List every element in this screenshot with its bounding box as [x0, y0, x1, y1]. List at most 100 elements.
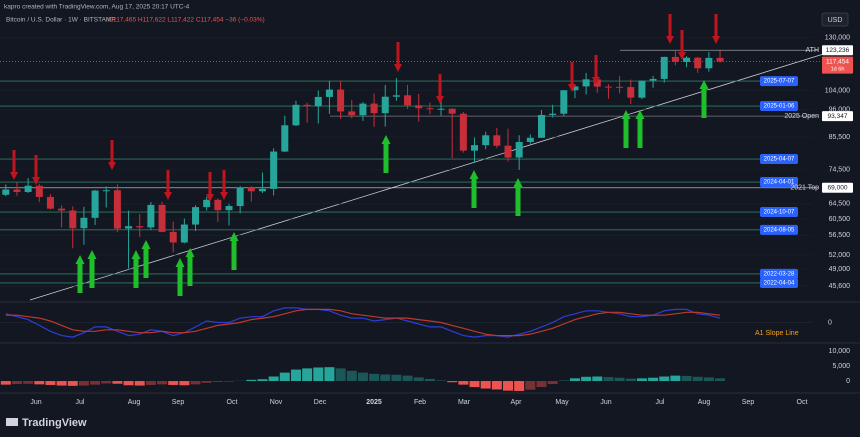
histogram-bar [78, 381, 89, 386]
y-tick-label: 56,500 [829, 232, 851, 239]
histogram-bar [424, 378, 435, 382]
histogram-bar [525, 381, 536, 390]
buy-arrow [229, 232, 239, 270]
histogram-bar [692, 376, 703, 382]
y-tick-label: 64,500 [829, 201, 851, 208]
level-label: 2022-03-28 [764, 271, 795, 277]
histogram-bar [346, 370, 357, 382]
candle-body [482, 135, 490, 146]
y-tick-label: 5,000 [832, 363, 850, 370]
histogram-bar [447, 381, 458, 383]
candle-body [381, 96, 389, 114]
histogram-bar [625, 378, 636, 382]
candle-body [80, 217, 88, 229]
level-label-box [760, 76, 798, 87]
last-price: 117,454 [826, 58, 849, 65]
candle-body [247, 187, 255, 192]
buy-arrow [699, 80, 709, 118]
annotation-name: ATH [806, 47, 819, 54]
candle-body [604, 86, 612, 88]
candle-body [292, 104, 300, 126]
sell-arrow [436, 74, 444, 104]
candle-body [102, 190, 110, 192]
candle-body [671, 56, 679, 62]
y-tick-label: 104,000 [825, 87, 850, 94]
histogram-bar [157, 381, 168, 385]
level-label-box [760, 101, 798, 112]
sell-arrow [666, 14, 674, 44]
histogram-bar [703, 377, 714, 382]
x-tick-label: Jul [656, 399, 665, 406]
histogram-bar [45, 381, 56, 385]
level-label-box [760, 224, 798, 235]
annotation-value: 69,000 [828, 185, 848, 192]
level-label: 2022-04-04 [764, 281, 795, 287]
annotation-box [822, 182, 853, 193]
oscillator-legend: A1 Slope Line [755, 330, 799, 337]
sell-arrow [32, 155, 40, 185]
buy-arrow [141, 240, 151, 278]
x-tick-label: Jun [30, 399, 41, 406]
candle-body [515, 141, 523, 158]
histogram-bar [480, 381, 491, 389]
histogram-bar [514, 381, 525, 391]
histogram-bar [324, 367, 335, 382]
credit: kapro created with TradingView.com, Aug … [4, 4, 190, 11]
candle-body [91, 190, 99, 218]
y-tick-label: 60,500 [829, 216, 851, 223]
buy-arrow [175, 258, 185, 296]
histogram-bar [681, 375, 692, 382]
x-tick-label: Aug [128, 399, 141, 406]
candle-body [616, 86, 624, 88]
last-price-box [822, 56, 853, 74]
candle-body [504, 145, 512, 158]
histogram-bar [648, 377, 659, 382]
candle-body [471, 145, 479, 151]
oscillator-line [5, 307, 721, 338]
histogram-bar [212, 381, 223, 382]
histogram-bar [23, 381, 34, 384]
histogram-bar [279, 372, 290, 382]
candle-body [180, 224, 188, 243]
candle-body [582, 79, 590, 87]
candle-body [683, 57, 691, 62]
y-tick-label: 0 [828, 319, 832, 326]
sell-arrow [712, 14, 720, 44]
y-tick-label: 49,000 [829, 266, 851, 273]
histogram-bar [145, 381, 156, 385]
candle-body [303, 104, 311, 107]
histogram-bar [268, 376, 279, 382]
buy-arrow [381, 135, 391, 173]
histogram-bar [592, 376, 603, 382]
annotation-box [822, 111, 853, 122]
annotation-name: 2025 Open [784, 113, 819, 120]
level-label-box [760, 154, 798, 165]
x-tick-label: Mar [458, 399, 471, 406]
buy-arrow [131, 250, 141, 288]
currency-box[interactable] [821, 12, 849, 27]
histogram-bar [257, 379, 268, 382]
histogram-bar [123, 381, 134, 386]
histogram-bar [458, 381, 469, 385]
candle-body [459, 113, 467, 151]
x-tick-label: Nov [270, 399, 283, 406]
histogram-bar [0, 381, 11, 385]
histogram-bar [112, 381, 123, 384]
histogram-bar [659, 376, 670, 382]
candle-body [46, 196, 54, 209]
level-label-box [760, 277, 798, 288]
histogram-bar [547, 381, 558, 385]
histogram-bar [581, 376, 592, 382]
y-tick-label: 85,500 [829, 134, 851, 141]
y-tick-label: 0 [846, 378, 850, 385]
candle-body [370, 103, 378, 114]
candle-body [281, 125, 289, 152]
histogram-bar [569, 378, 580, 382]
currency[interactable]: USD [828, 17, 843, 24]
x-tick-label: May [555, 399, 569, 406]
candle-body [426, 108, 434, 110]
level-label-box [760, 177, 798, 188]
candle-body [627, 87, 635, 98]
